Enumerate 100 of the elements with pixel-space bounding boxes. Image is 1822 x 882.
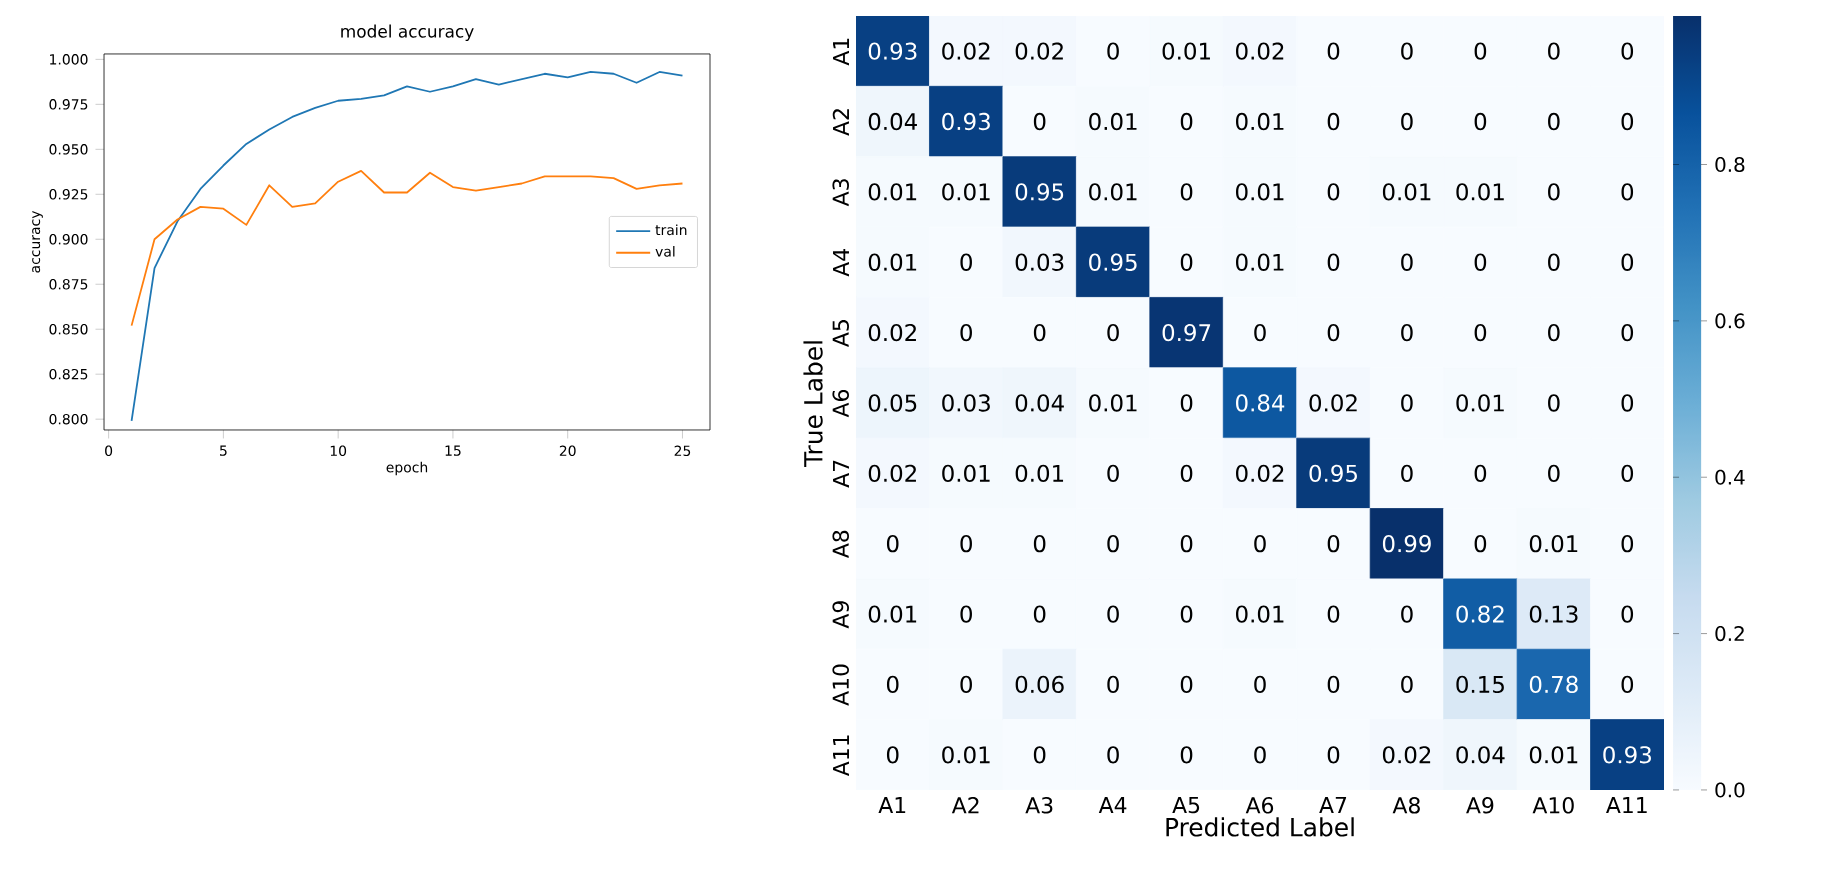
- data-label: 0.02: [1382, 746, 1431, 764]
- data-label: 0: [1107, 323, 1119, 342]
- color-bar-label: 0.4: [1715, 469, 1745, 485]
- data-label: 0: [1327, 183, 1340, 201]
- x-tick-label: A1: [878, 797, 906, 813]
- data-label: 0: [886, 675, 899, 694]
- data-label: 0.01: [1236, 112, 1284, 131]
- data-label: 0.02: [1309, 394, 1357, 412]
- y-tick-label: A2: [832, 109, 849, 136]
- data-label: 0.15: [1456, 675, 1504, 694]
- data-label: 0.04: [1015, 394, 1064, 412]
- data-label: 0.01: [1456, 394, 1504, 412]
- data-label: 0: [1548, 464, 1560, 482]
- x-tick-label: A8: [1392, 797, 1420, 814]
- data-label: 0: [960, 535, 972, 553]
- data-label: 0.01: [942, 746, 990, 764]
- data-label: 0: [886, 535, 899, 553]
- data-label: 0.01: [942, 183, 990, 201]
- x-tick-label: A5: [1172, 797, 1200, 814]
- data-label: 0: [1401, 323, 1413, 342]
- data-label: 0: [1180, 394, 1193, 412]
- color-bar-label: 0.0: [1715, 782, 1745, 798]
- data-label: 0.82: [1456, 605, 1504, 623]
- data-label: 0: [1033, 605, 1046, 623]
- data-label: 0: [1401, 253, 1413, 271]
- data-label: 0: [1548, 183, 1560, 201]
- data-label: 0.95: [1089, 253, 1137, 271]
- x-tick-label: A11: [1606, 797, 1647, 813]
- data-label: 0: [1474, 253, 1487, 271]
- data-label: 0: [1180, 535, 1193, 553]
- x-tick-label: A10: [1532, 797, 1574, 814]
- data-label: 0: [1327, 675, 1340, 694]
- data-label: 0: [1180, 253, 1193, 271]
- x-tick-label: A4: [1098, 797, 1127, 813]
- data-label: 0: [960, 323, 972, 342]
- data-label: 0.02: [1015, 42, 1063, 60]
- data-label: 0: [1180, 183, 1193, 201]
- data-label: 0.01: [1236, 605, 1284, 623]
- data-label: 0: [1254, 675, 1266, 694]
- y-tick-label: A6: [832, 389, 849, 418]
- data-label: 0: [1327, 323, 1340, 342]
- data-label: 0.01: [1089, 394, 1137, 412]
- data-label: 0.01: [1236, 253, 1284, 271]
- data-label: 0: [1180, 746, 1193, 764]
- data-label: 0: [1033, 746, 1046, 764]
- x-tick-label: A2: [951, 797, 979, 814]
- data-label: 0: [1327, 535, 1340, 553]
- x-tick-label: A9: [1466, 797, 1494, 814]
- data-label: 0.01: [1089, 183, 1137, 201]
- data-label: 0: [1254, 535, 1266, 553]
- data-label: 0: [1107, 464, 1119, 482]
- data-label: 0: [1474, 42, 1487, 60]
- data-label: 0: [1621, 112, 1634, 131]
- data-label: 0.01: [1015, 464, 1064, 482]
- data-label: 0: [960, 253, 972, 271]
- x-tick-label: A6: [1245, 797, 1274, 814]
- data-label: 0: [1033, 535, 1046, 553]
- data-label: 0: [1107, 675, 1119, 694]
- data-label: 0: [1180, 464, 1193, 482]
- x-tick-label: A7: [1319, 797, 1347, 813]
- data-label: 0.01: [1382, 183, 1431, 201]
- y-tick-label: A3: [832, 179, 849, 207]
- y-tick-label: A5: [832, 320, 849, 347]
- data-label: 0: [1621, 535, 1634, 553]
- data-label: 0.93: [942, 112, 990, 131]
- data-label: 0.03: [942, 394, 990, 412]
- data-label: 0.04: [1456, 746, 1505, 764]
- y-tick-label: A8: [832, 530, 849, 559]
- data-label: 0: [1327, 253, 1340, 271]
- data-label: 0: [1621, 464, 1634, 482]
- data-label: 0.93: [868, 42, 917, 60]
- data-label: 0: [1548, 253, 1560, 271]
- data-label: 0.84: [1236, 394, 1285, 412]
- data-label: 0: [1033, 112, 1046, 131]
- data-label: 0: [1621, 42, 1634, 60]
- data-label: 0.02: [868, 323, 916, 342]
- data-label: 0: [1474, 535, 1487, 553]
- data-label: 0: [1033, 323, 1046, 342]
- color-bar-label: 0.6: [1715, 313, 1745, 329]
- data-label: 0: [1180, 675, 1193, 694]
- y-tick-label: A1: [833, 38, 849, 66]
- data-label: 0.02: [1236, 42, 1284, 60]
- data-label: 0: [1254, 323, 1266, 342]
- data-label: 0: [1107, 42, 1119, 60]
- data-label: 0.01: [1236, 183, 1284, 201]
- y-tick-label: A9: [832, 601, 849, 629]
- y-tick-label: A10: [832, 664, 849, 706]
- data-label: 0: [1548, 394, 1560, 412]
- data-label: 0: [1401, 394, 1413, 412]
- data-label: 0: [1474, 323, 1487, 342]
- data-label: 0: [1621, 323, 1634, 342]
- data-label: 0: [1548, 112, 1560, 131]
- data-label: 0.01: [868, 183, 917, 201]
- data-label: 0.06: [1015, 675, 1064, 694]
- x-axis-title: Predicted Label: [1166, 817, 1354, 837]
- data-label: 0.03: [1015, 253, 1064, 271]
- data-label: 0: [1327, 746, 1340, 764]
- data-label: 0: [1401, 42, 1413, 60]
- data-label: 0.01: [1529, 746, 1578, 764]
- data-label: 0: [1401, 605, 1413, 623]
